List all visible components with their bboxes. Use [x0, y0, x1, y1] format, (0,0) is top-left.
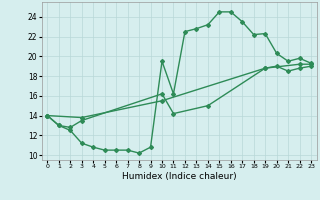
- X-axis label: Humidex (Indice chaleur): Humidex (Indice chaleur): [122, 172, 236, 181]
